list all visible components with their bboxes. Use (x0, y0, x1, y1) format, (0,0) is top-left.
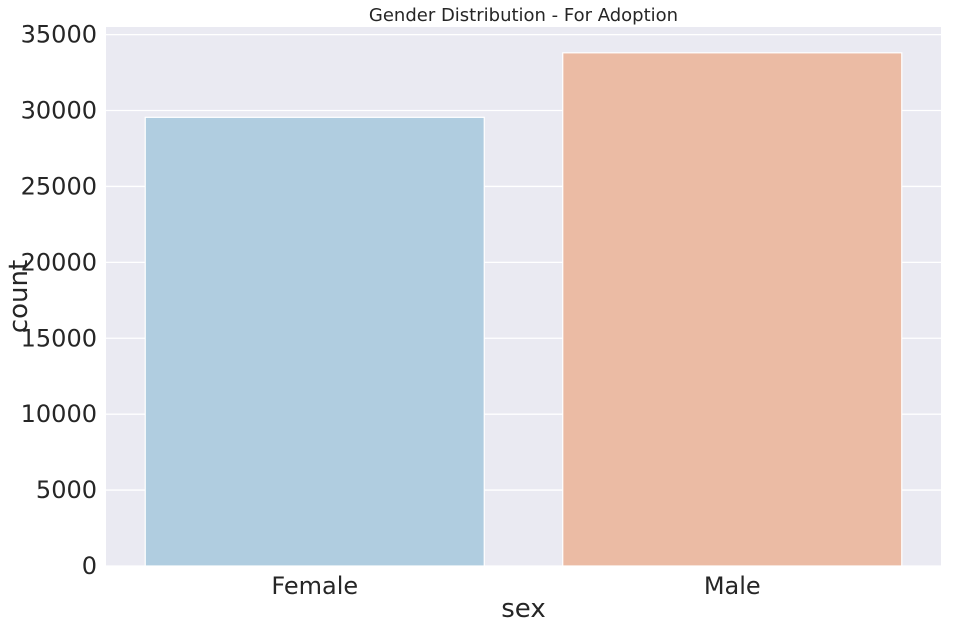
y-tick-label: 25000 (21, 172, 97, 200)
bar-female (144, 116, 485, 567)
y-tick-label: 5000 (36, 476, 97, 504)
y-tick-label: 35000 (21, 21, 97, 49)
bar-male (562, 52, 903, 567)
y-tick-labels: 0 5000 10000 15000 20000 25000 30000 35000 (21, 21, 97, 580)
y-tick-label: 30000 (21, 97, 97, 125)
y-tick-label: 15000 (21, 324, 97, 352)
x-tick-labels: Female Male (271, 572, 760, 600)
y-tick-label: 20000 (21, 248, 97, 276)
chart-title: Gender Distribution - For Adoption (369, 5, 678, 26)
x-tick-label: Female (271, 572, 358, 600)
y-tick-label: 0 (82, 552, 97, 580)
bars (144, 52, 903, 567)
y-tick-label: 10000 (21, 400, 97, 428)
y-axis-label: count (4, 260, 34, 333)
x-tick-label: Male (704, 572, 761, 600)
x-axis-label: sex (501, 594, 545, 624)
